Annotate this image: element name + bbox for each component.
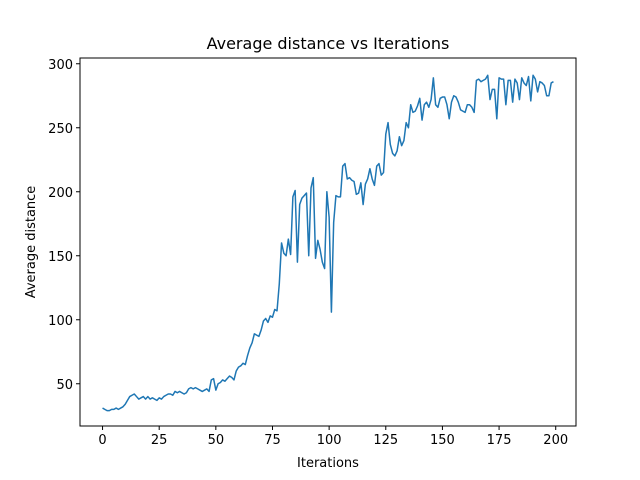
y-tick-label: 300: [48, 58, 73, 73]
x-tick-label: 150: [430, 433, 455, 448]
y-axis-label: Average distance: [24, 186, 39, 299]
x-tick-label: 200: [543, 433, 568, 448]
x-tick-label: 100: [317, 433, 342, 448]
x-axis-label: Iterations: [297, 456, 359, 471]
x-tick-label: 125: [373, 433, 398, 448]
x-tick-label: 25: [151, 433, 168, 448]
y-tick-label: 100: [48, 314, 73, 329]
y-tick-label: 250: [48, 122, 73, 137]
x-tick-label: 75: [264, 433, 281, 448]
y-tick-label: 200: [48, 186, 73, 201]
x-tick-label: 0: [98, 433, 106, 448]
chart-title: Average distance vs Iterations: [207, 34, 450, 53]
plot-frame: [79, 57, 577, 427]
y-tick-label: 150: [48, 250, 73, 265]
line-series: [102, 74, 554, 412]
x-tick-label: 175: [487, 433, 512, 448]
y-tick-label: 50: [56, 378, 73, 393]
x-tick-label: 50: [208, 433, 225, 448]
